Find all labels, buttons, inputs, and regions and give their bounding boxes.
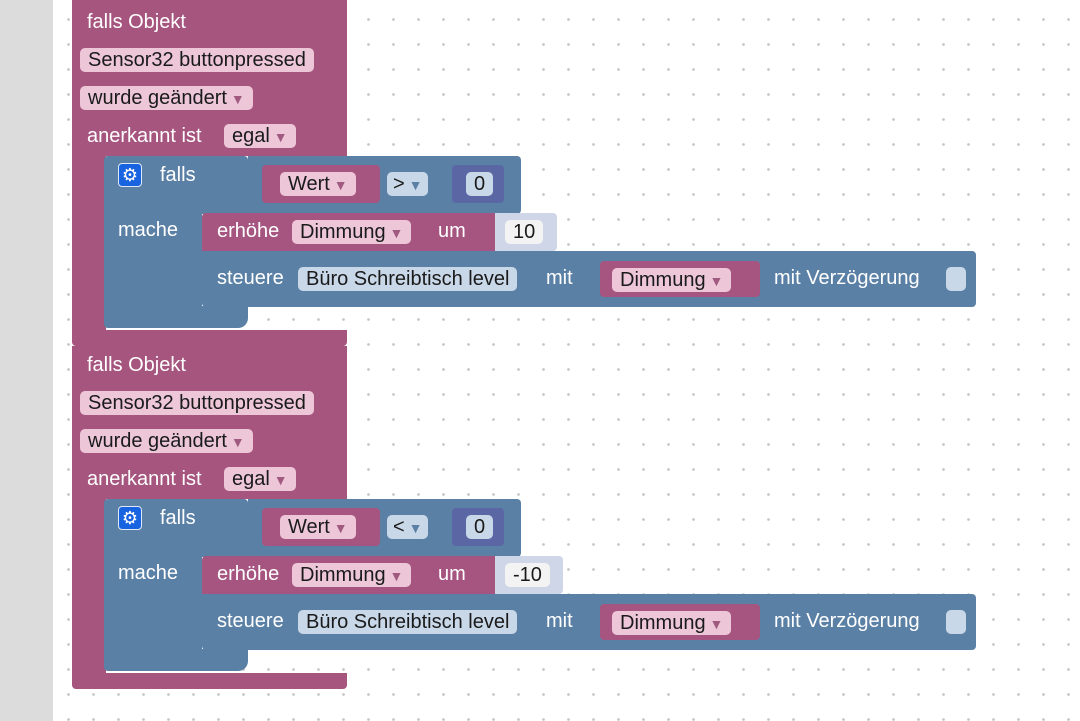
trigger-dropdown[interactable]: wurde geändert [80,86,253,110]
increment-var-dropdown[interactable]: Dimmung [292,563,412,587]
object-id-field[interactable]: Sensor32 buttonpressed [80,48,314,72]
if-block-spine [104,557,202,653]
if-label: falls [160,164,196,186]
if-label: falls [160,507,196,529]
if-block-spine [104,214,202,310]
ack-dropdown[interactable]: egal [224,467,296,491]
if-block-bottom [104,649,248,671]
control-target-field[interactable]: Büro Schreibtisch level [298,610,518,634]
control-target-field[interactable]: Büro Schreibtisch level [298,267,518,291]
object-id-field[interactable]: Sensor32 buttonpressed [80,391,314,415]
variable-dropdown[interactable]: Wert [280,172,356,196]
number-field[interactable]: 0 [466,172,494,196]
control-var-dropdown[interactable]: Dimmung [612,268,732,292]
ack-dropdown[interactable]: egal [224,124,296,148]
delay-label: mit Verzögerung [774,267,920,289]
delay-label: mit Verzögerung [774,610,920,632]
ack-label: anerkannt ist [87,468,202,490]
event-block-spine [72,156,106,332]
control-var-dropdown[interactable]: Dimmung [612,611,732,635]
control-label: steuere [217,267,284,289]
increment-by-label: um [438,220,466,242]
if-block-bottom [104,306,248,328]
operator-dropdown[interactable]: > [387,172,429,196]
toolbox-sidebar [0,0,53,721]
event-block-footer [72,673,347,689]
variable-dropdown[interactable]: Wert [280,515,356,539]
gear-icon[interactable]: ⚙ [118,506,142,530]
increment-value-field[interactable]: 10 [505,220,544,244]
control-with-label: mit [546,610,573,632]
increment-var-dropdown[interactable]: Dimmung [292,220,412,244]
increment-label: erhöhe [217,563,280,585]
trigger-dropdown[interactable]: wurde geändert [80,429,253,453]
ack-label: anerkannt ist [87,125,202,147]
delay-checkbox[interactable] [946,610,966,634]
increment-by-label: um [438,563,466,585]
operator-dropdown[interactable]: < [387,515,429,539]
increment-label: erhöhe [217,220,280,242]
gear-icon[interactable]: ⚙ [118,163,142,187]
event-block-header[interactable] [72,0,347,156]
event-block-spine [72,499,106,675]
do-label: mache [118,219,179,241]
event-block-header[interactable] [72,346,347,499]
control-with-label: mit [546,267,573,289]
event-header-label: falls Objekt [87,354,186,376]
delay-checkbox[interactable] [946,267,966,291]
do-label: mache [118,562,179,584]
event-header-label: falls Objekt [87,11,186,33]
increment-value-field[interactable]: -10 [505,563,550,587]
number-field[interactable]: 0 [466,515,494,539]
control-label: steuere [217,610,284,632]
event-block-footer [72,330,347,346]
